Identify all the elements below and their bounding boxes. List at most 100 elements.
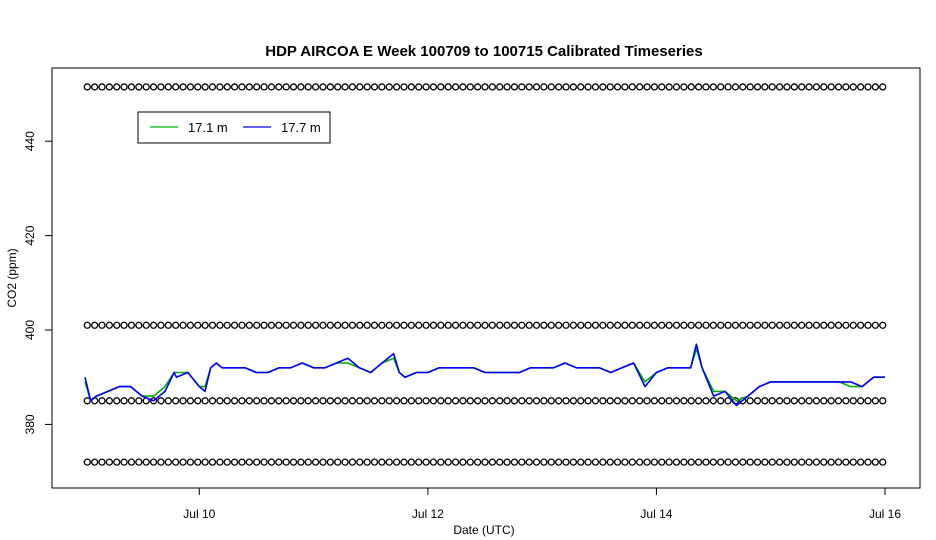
calibration-point [267,458,276,466]
calibration-point [665,458,673,466]
calibration-point [739,321,747,329]
calibration-point [488,83,497,91]
calibration-point [363,321,371,329]
calibration-point [687,321,695,329]
chart-title: HDP AIRCOA E Week 100709 to 100715 Calib… [265,43,702,60]
calibration-point [319,321,327,329]
calibration-point [429,321,438,329]
calibration-point [297,397,305,405]
calibration-point [606,397,614,405]
calibration-point [687,458,695,466]
calibration-point [510,83,519,91]
calibration-point [599,321,607,329]
calibration-point [842,321,850,329]
calibration-point [694,458,703,466]
calibration-point [135,397,143,405]
calibration-point [746,397,754,405]
calibration-point [230,458,239,466]
calibration-point [275,397,283,405]
calibration-point [341,397,349,405]
calibration-point [783,321,791,329]
calibration-point [289,321,298,329]
calibration-point [289,458,298,466]
calibration-point [606,458,614,466]
calibration-point [113,458,121,466]
calibration-point [650,321,659,329]
legend-label-17-1m: 17.1 m [188,120,228,135]
calibration-point [768,458,776,466]
calibration-point [731,83,740,91]
calibration-point [326,83,334,91]
calibration-point [834,397,843,405]
calibration-point [672,397,681,405]
calibration-point [864,321,872,329]
calibration-point [444,83,452,91]
calibration-point [628,83,636,91]
calibration-point [407,321,415,329]
calibration-point [643,458,651,466]
calibration-point [142,321,150,329]
calibration-point [812,321,821,329]
calibration-point [820,83,828,91]
calibration-point [164,83,172,91]
calibration-point [238,83,246,91]
calibration-point [709,83,717,91]
calibration-point [437,83,445,91]
calibration-point [194,397,202,405]
calibration-point [481,458,489,466]
calibration-point [709,458,717,466]
calibration-point [820,458,828,466]
calibration-point [91,83,99,91]
calibration-point [879,458,887,466]
calibration-point [341,458,349,466]
calibration-point [555,458,563,466]
calibration-point [172,83,180,91]
calibration-point [437,458,445,466]
calibration-point [805,458,813,466]
calibration-point [717,321,725,329]
calibration-point [805,321,813,329]
calibration-point [790,321,798,329]
calibration-point [871,83,879,91]
calibration-point [127,397,136,405]
calibration-point [319,397,327,405]
calibration-point [636,397,644,405]
calibration-point [584,321,592,329]
calibration-point [363,458,371,466]
calibration-point [201,321,209,329]
calibration-point [798,321,806,329]
calibration-point [621,397,629,405]
calibration-point [842,397,850,405]
calibration-point [208,458,217,466]
calibration-point [164,321,172,329]
calibration-point [157,321,165,329]
calibration-point [437,321,445,329]
calibration-point [525,83,533,91]
calibration-point [400,321,408,329]
calibration-point [525,321,533,329]
calibration-point [245,397,253,405]
calibration-point [473,321,482,329]
calibration-point [289,83,298,91]
calibration-point [532,321,541,329]
calibration-point [363,397,371,405]
calibration-point [466,321,474,329]
calibration-point [680,321,688,329]
calibration-point [569,83,578,91]
calibration-point [864,458,872,466]
calibration-point [356,458,364,466]
calibration-point [253,397,261,405]
calibration-point [260,321,268,329]
calibration-point [356,397,364,405]
calibration-point [407,397,415,405]
calibration-point [378,321,386,329]
calibration-point [105,321,114,329]
calibration-point [753,83,762,91]
calibration-point [466,397,474,405]
calibration-point [334,458,342,466]
calibration-point [400,458,408,466]
calibration-point [459,397,467,405]
series-line-17-7-m [84,343,885,407]
calibration-point [496,397,504,405]
calibration-point [113,83,121,91]
